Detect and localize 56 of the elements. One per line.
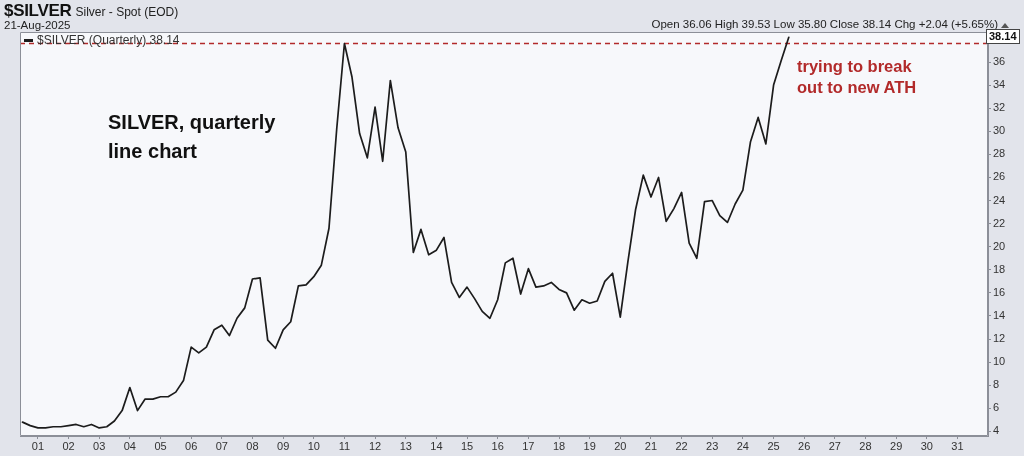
- text: 21-Aug-2025: [4, 19, 71, 31]
- x-tick-label: 07: [215, 439, 228, 452]
- x-tick-label: 31: [951, 439, 964, 452]
- x-tick-label: 20: [614, 439, 627, 452]
- x-tick-label: 30: [920, 439, 933, 452]
- x-tick-label: 28: [859, 439, 872, 452]
- x-tick-label: 15: [460, 439, 474, 452]
- x-tick-label: 05: [154, 439, 167, 452]
- annotation: SILVER, quarterly line chart: [108, 110, 277, 164]
- x-tick-label: 21: [644, 439, 658, 452]
- x-tick-label: 26: [798, 439, 811, 452]
- x-tick-label: 16: [491, 439, 504, 452]
- x-tick-label: 24: [736, 439, 749, 452]
- y-tick-label: 14: [993, 308, 1006, 321]
- x-tick-label: 17: [522, 439, 535, 452]
- ref-line-label: trying to break out to new ATH: [797, 55, 918, 98]
- y-tick-label: 16: [993, 285, 1006, 298]
- x-tick-label: 18: [552, 439, 566, 452]
- y-tick-label: 30: [993, 124, 1006, 137]
- y-tick-label: 34: [993, 78, 1006, 91]
- text: Open 36.06 High 39.53 Low 35.80 Close 38.14 Chg +2.04 (+5.65%): [651, 18, 998, 30]
- y-tick-label: 4: [993, 424, 1000, 437]
- x-tick-label: 25: [767, 439, 780, 452]
- x-tick-label: 13: [399, 439, 412, 452]
- y-tick-label: 12: [993, 332, 1006, 345]
- chart-subtitle: Silver - Spot (EOD): [75, 5, 179, 19]
- y-tick-label: 20: [993, 239, 1006, 252]
- chart-title: $SILVER: [4, 1, 72, 20]
- x-tick-label: 10: [307, 439, 320, 452]
- x-tick-label: 19: [583, 439, 596, 452]
- y-tick-label: 22: [993, 216, 1006, 229]
- x-tick-label: 12: [368, 439, 382, 452]
- y-tick-label: 32: [993, 101, 1006, 114]
- y-tick-label: 18: [993, 262, 1006, 275]
- y-tick-label: 26: [993, 170, 1006, 183]
- annotation: 38.14: [986, 29, 1020, 45]
- y-tick-label: 28: [993, 147, 1006, 160]
- x-tick-label: 01: [31, 439, 45, 452]
- x-tick-label: 29: [890, 439, 903, 452]
- x-tick-label: 27: [828, 439, 841, 452]
- x-tick-label: 03: [93, 439, 106, 452]
- y-tick-label: 36: [993, 55, 1006, 68]
- x-tick-label: 08: [246, 439, 259, 452]
- x-tick-label: 14: [430, 439, 443, 452]
- legend-label: $SILVER (Quarterly) 38.14: [37, 33, 180, 47]
- x-tick-label: 23: [706, 439, 719, 452]
- y-tick-label: 8: [993, 378, 1000, 391]
- y-tick-label: 6: [993, 401, 1000, 414]
- y-tick-label: 24: [993, 193, 1006, 206]
- x-tick-label: 22: [675, 439, 688, 452]
- x-tick-label: 02: [62, 439, 75, 452]
- x-tick-label: 06: [185, 439, 198, 452]
- x-tick-label: 09: [277, 439, 290, 452]
- x-tick-label: 11: [338, 439, 351, 452]
- x-tick-label: 04: [123, 439, 136, 452]
- y-tick-label: 10: [993, 355, 1006, 368]
